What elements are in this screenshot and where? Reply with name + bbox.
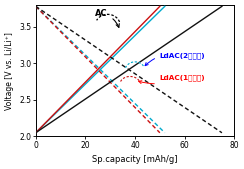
X-axis label: Sp.capacity [mAh/g]: Sp.capacity [mAh/g]	[92, 155, 178, 164]
Text: LdAC(2차년도): LdAC(2차년도)	[145, 53, 205, 66]
Text: LdAC(1차년도): LdAC(1차년도)	[139, 74, 205, 84]
Y-axis label: Voltage [V vs. Li/Li⁺]: Voltage [V vs. Li/Li⁺]	[5, 32, 14, 110]
Text: AC: AC	[95, 9, 119, 27]
